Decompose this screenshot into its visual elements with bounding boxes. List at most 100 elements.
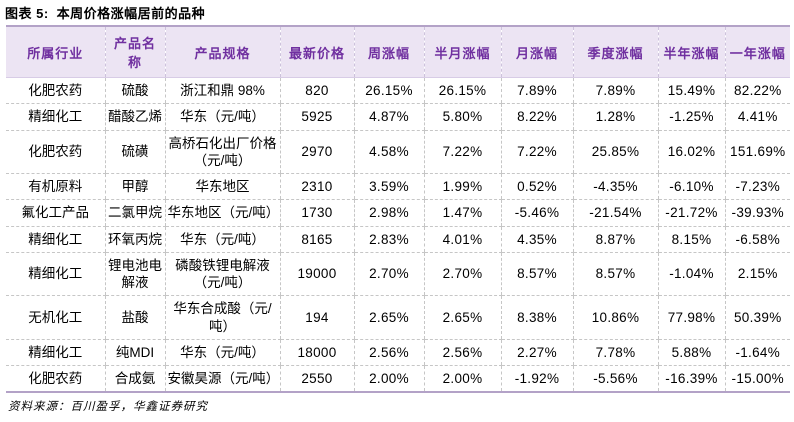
cell-quarter-change: 7.89% xyxy=(572,77,658,105)
cell-product: 硫酸 xyxy=(104,77,165,105)
table-row: 有机原料 甲醇 华东地区 2310 3.59% 1.99% 0.52% -4.3… xyxy=(6,173,790,201)
column-header-product: 产品名称 xyxy=(104,26,165,78)
cell-year-change: -7.23% xyxy=(724,173,790,201)
cell-month-change: 0.52% xyxy=(500,173,573,201)
cell-month-change: 2.27% xyxy=(500,339,573,367)
cell-spec: 华东（元/吨） xyxy=(164,339,280,367)
cell-half-year-change: -1.04% xyxy=(657,252,725,297)
table-row: 精细化工 锂电池电解液 磷酸铁锂电解液（元/吨） 19000 2.70% 2.7… xyxy=(6,252,790,297)
cell-half-month-change: 1.47% xyxy=(423,199,501,227)
table-row: 化肥农药 合成氨 安徽昊源（元/吨） 2550 2.00% 2.00% -1.9… xyxy=(6,365,790,393)
table-header-row: 所属行业 产品名称 产品规格 最新价格 周涨幅 半月涨幅 月涨幅 季度涨幅 半年… xyxy=(6,26,790,78)
cell-half-month-change: 26.15% xyxy=(423,77,501,105)
cell-quarter-change: 7.78% xyxy=(572,339,658,367)
cell-week-change: 3.59% xyxy=(353,173,424,201)
cell-product: 二氯甲烷 xyxy=(104,199,165,227)
figure-title-text: 本周价格涨幅居前的品种 xyxy=(56,6,206,21)
column-header-price: 最新价格 xyxy=(279,26,354,78)
cell-half-year-change: -21.72% xyxy=(657,199,725,227)
cell-year-change: 82.22% xyxy=(724,77,790,105)
cell-spec: 华东地区（元/吨） xyxy=(164,199,280,227)
cell-industry: 化肥农药 xyxy=(6,130,105,175)
cell-product: 环氧丙烷 xyxy=(104,226,165,253)
cell-week-change: 2.70% xyxy=(353,252,424,297)
cell-price: 820 xyxy=(279,77,354,105)
cell-industry: 精细化工 xyxy=(6,339,105,367)
cell-industry: 精细化工 xyxy=(6,226,105,253)
cell-week-change: 26.15% xyxy=(353,77,424,105)
cell-price: 2970 xyxy=(279,130,354,175)
cell-industry: 无机化工 xyxy=(6,295,105,340)
cell-price: 2550 xyxy=(279,365,354,393)
column-header-spec: 产品规格 xyxy=(164,26,280,78)
cell-product: 合成氨 xyxy=(104,365,165,393)
cell-spec: 安徽昊源（元/吨） xyxy=(164,365,280,393)
cell-quarter-change: 25.85% xyxy=(572,130,658,175)
column-header-quarter: 季度涨幅 xyxy=(572,26,658,78)
cell-industry: 精细化工 xyxy=(6,252,105,297)
cell-half-month-change: 2.65% xyxy=(423,295,501,340)
cell-year-change: 50.39% xyxy=(724,295,790,340)
cell-week-change: 2.65% xyxy=(353,295,424,340)
cell-spec: 华东合成酸（元/吨） xyxy=(164,295,280,340)
cell-spec: 华东地区 xyxy=(164,173,280,201)
cell-half-month-change: 2.56% xyxy=(423,339,501,367)
cell-spec: 华东（元/吨） xyxy=(164,226,280,253)
cell-week-change: 2.00% xyxy=(353,365,424,393)
cell-industry: 化肥农药 xyxy=(28,371,83,387)
cell-price: 5925 xyxy=(279,103,354,131)
cell-industry: 有机原料 xyxy=(6,173,105,201)
table-row: 精细化工 醋酸乙烯 华东（元/吨） 5925 4.87% 5.80% 8.22%… xyxy=(6,103,790,131)
table-row: 氟化工产品 二氯甲烷 华东地区（元/吨） 1730 2.98% 1.47% -5… xyxy=(6,199,790,227)
cell-week-change: 2.83% xyxy=(353,226,424,253)
cell-month-change: 8.38% xyxy=(500,295,573,340)
cell-half-year-change: 77.98% xyxy=(657,295,725,340)
cell-product: 锂电池电解液 xyxy=(104,252,165,297)
cell-quarter-change: -5.56% xyxy=(572,365,658,393)
cell-spec: 高桥石化出厂价格（元/吨） xyxy=(164,130,280,175)
column-header-month: 月涨幅 xyxy=(500,26,573,78)
cell-price: 18000 xyxy=(279,339,354,367)
cell-product: 硫磺 xyxy=(104,130,165,175)
cell-half-year-change: -16.39% xyxy=(657,365,725,393)
column-header-year: 一年涨幅 xyxy=(724,26,790,78)
column-header-industry: 所属行业 xyxy=(6,26,105,78)
cell-year-change: 4.41% xyxy=(724,103,790,131)
cell-year-change: -15.00% xyxy=(724,365,790,393)
cell-spec: 华东（元/吨） xyxy=(164,103,280,131)
figure-label: 图表 5: xyxy=(5,6,49,21)
cell-half-month-change: 5.80% xyxy=(423,103,501,131)
cell-spec: 磷酸铁锂电解液（元/吨） xyxy=(164,252,280,297)
cell-quarter-change: 10.86% xyxy=(572,295,658,340)
cell-quarter-change: -4.35% xyxy=(572,173,658,201)
cell-half-year-change: 5.88% xyxy=(657,339,725,367)
figure-title: 图表 5: 本周价格涨幅居前的品种 xyxy=(4,2,790,25)
cell-half-year-change: 16.02% xyxy=(657,130,725,175)
cell-quarter-change: 8.87% xyxy=(572,226,658,253)
table-row: 精细化工 纯MDI 华东（元/吨） 18000 2.56% 2.56% 2.27… xyxy=(6,339,790,367)
cell-week-change: 2.98% xyxy=(353,199,424,227)
cell-product: 盐酸 xyxy=(104,295,165,340)
cell-product: 甲醇 xyxy=(104,173,165,201)
column-header-half-year: 半年涨幅 xyxy=(657,26,725,78)
cell-price: 8165 xyxy=(279,226,354,253)
cell-half-month-change: 2.00% xyxy=(423,365,501,393)
cell-year-change: -39.93% xyxy=(724,199,790,227)
cell-half-month-change: 1.99% xyxy=(423,173,501,201)
table-row: 精细化工 环氧丙烷 华东（元/吨） 8165 2.83% 4.01% 4.35%… xyxy=(6,226,790,253)
cell-price: 1730 xyxy=(279,199,354,227)
column-header-half-month: 半月涨幅 xyxy=(423,26,501,78)
cell-half-year-change: 15.49% xyxy=(657,77,725,105)
cell-half-month-change: 7.22% xyxy=(423,130,501,175)
cell-half-year-change: 8.15% xyxy=(657,226,725,253)
cell-quarter-change: -21.54% xyxy=(572,199,658,227)
cell-price: 2310 xyxy=(279,173,354,201)
cell-week-change: 4.87% xyxy=(353,103,424,131)
cell-month-change: -1.92% xyxy=(500,365,573,393)
cell-spec: 浙江和鼎 98% xyxy=(164,77,280,105)
cell-month-change: -5.46% xyxy=(500,199,573,227)
cell-year-change: 2.15% xyxy=(724,252,790,297)
cell-price: 194 xyxy=(279,295,354,340)
cell-month-change: 7.22% xyxy=(500,130,573,175)
